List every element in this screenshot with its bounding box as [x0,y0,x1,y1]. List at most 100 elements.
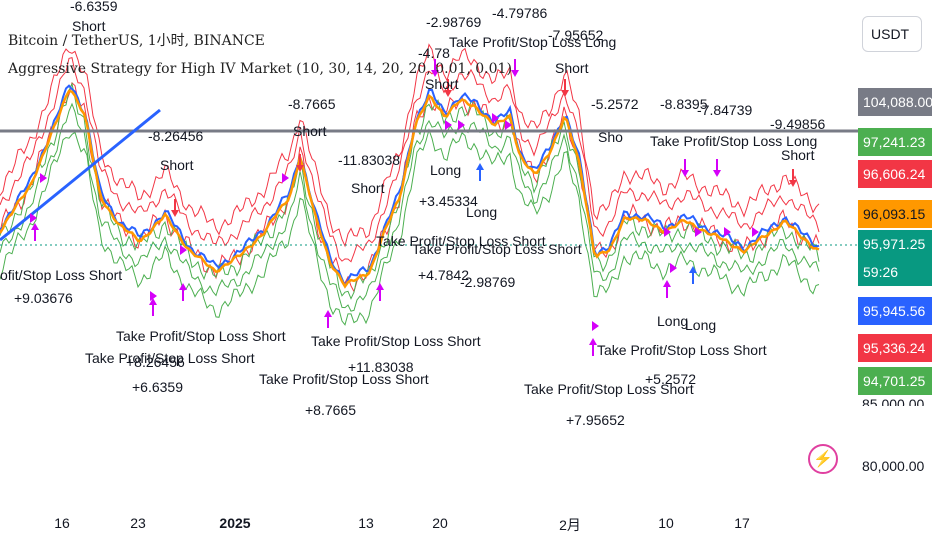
trade-label: Take Profit/Stop Loss Short [85,350,255,366]
lightning-icon[interactable]: ⚡ [808,444,838,474]
trade-label: Short [72,18,106,34]
time-label-year: 2025 [219,515,251,531]
trade-label: -7.95652 [548,27,603,43]
long-entry-arrow-icon [376,283,384,301]
time-label: 10 [658,515,674,531]
time-label: 20 [432,515,448,531]
trade-label: Short [781,147,815,163]
short-entry-arrow-icon [713,159,721,177]
trade-flag-icon [150,291,157,301]
trade-flag-icon [40,173,47,183]
trade-flag-icon [695,227,702,237]
trade-label: +4.7842 [418,267,469,283]
trade-label: +9.03676 [14,290,73,306]
trade-flag-icon [180,245,187,255]
short-entry-arrow-icon [681,159,689,177]
trade-flag-icon [282,173,289,183]
time-label: 17 [734,515,750,531]
trade-label: +7.95652 [566,412,625,428]
long-entry-arrow-icon [324,310,332,328]
long-entry-arrow-icon [663,280,671,298]
trade-label: -7.84739 [697,102,752,118]
price-axis-partial-label: 85,000.00 [862,396,925,406]
price-tag-slow-ma: 96,093.15 [858,200,932,228]
short-entry-arrow-icon [561,79,569,97]
trade-label: Long [657,313,688,329]
trade-label: Sho [598,129,623,145]
trade-label: +11.83038 [348,359,414,375]
price-tag-high: 104,088.00 [858,88,932,116]
long-entry-arrow-icon [476,163,484,181]
trade-flag-icon [458,120,465,130]
short-entry-arrow-icon [444,79,452,97]
trade-flag-icon [30,213,37,223]
trade-flag-icon [724,227,731,237]
trade-label: -8.8395 [660,96,708,112]
price-wick-green [0,82,820,300]
trade-label: Take Profit/Stop Loss Short [376,233,546,249]
trade-label: Take Profit/Stop Loss Short [524,381,694,397]
symbol-title: Bitcoin / TetherUS, 1小时, BINANCE [8,33,265,49]
trade-label: Short [160,157,194,173]
trade-label: Short [555,60,589,76]
price-chart[interactable]: -6.6359 Short -8.26456 Short -8.7665 Short -11… [0,0,858,510]
trade-label: Take Profit/Stop Loss Short [311,333,481,349]
slow-ma-line [0,89,820,289]
price-tag-lower-band-2: 94,701.25 [858,367,932,395]
trade-flag-icon [670,263,677,273]
strategy-title: Aggressive Strategy for High IV Market (… [8,61,512,77]
long-entry-arrow-icon [179,283,187,301]
trade-label: Short [351,180,385,196]
trade-label: Long [430,162,461,178]
trade-label: +6.6359 [132,379,183,395]
trade-label: +8.7665 [305,402,356,418]
trade-flag-icon [592,321,599,331]
time-label: 23 [130,515,146,531]
trade-label: Short [425,76,459,92]
trade-label: Take Profit/Stop Loss Short [597,342,767,358]
trade-label: Take Profit/Stop Loss Short [259,371,429,387]
trade-label: Long [685,317,716,333]
trade-label: +5.2572 [645,371,696,387]
trade-label: -2.98769 [460,274,515,290]
long-entry-arrow-icon [689,266,697,284]
short-entry-arrow-icon [171,199,179,217]
trade-label: Take Profit/Stop Loss Short [116,328,286,344]
lower-band-outer [0,128,820,326]
short-entry-arrow-icon [296,154,304,172]
time-label-month: 2月 [559,517,581,533]
trade-label: -5.2572 [591,96,639,112]
long-entry-arrow-icon [149,298,157,316]
long-entry-arrow-icon [31,223,39,241]
trade-flag-icon [492,113,499,123]
time-label: 13 [358,515,374,531]
trade-flag-icon [664,227,671,237]
currency-selector[interactable]: USDT [862,16,922,52]
trade-label: -11.83038 [338,152,400,168]
trade-label: Long [466,204,497,220]
trade-label: -6.6359 [70,0,118,14]
trade-label: +3.45334 [419,193,478,209]
long-entry-arrow-icon [589,338,597,356]
trade-label: -2.98769 [426,14,481,30]
trade-label: Short [293,123,327,139]
trade-label: -9.49856 [770,116,825,132]
price-tag-upper-band-2: 95,336.24 [858,334,932,362]
price-tag-fast-ma: 95,945.56 [858,297,932,325]
trade-label: ofit/Stop Loss Short [0,267,122,283]
trade-label: -8.7665 [288,96,336,112]
price-axis-label: 80,000.00 [862,458,925,474]
trade-label: Take Profit/Stop Loss Short [412,241,582,257]
trade-flag-icon [752,227,759,237]
trade-label: -4.79786 [492,5,547,21]
trade-flag-icon [505,120,512,130]
short-entry-arrow-icon [511,59,519,77]
trend-line [0,108,161,242]
price-tag-lower-band-1: 97,241.23 [858,128,932,156]
trade-label: +8.26456 [126,354,185,370]
trade-label: Take Profit/Stop Loss Long [650,133,817,149]
trade-label: -8.26456 [148,128,203,144]
trade-label: -4.78 [418,45,450,61]
price-tag-last: 95,971.25 [858,230,932,258]
short-entry-arrow-icon [431,59,439,77]
